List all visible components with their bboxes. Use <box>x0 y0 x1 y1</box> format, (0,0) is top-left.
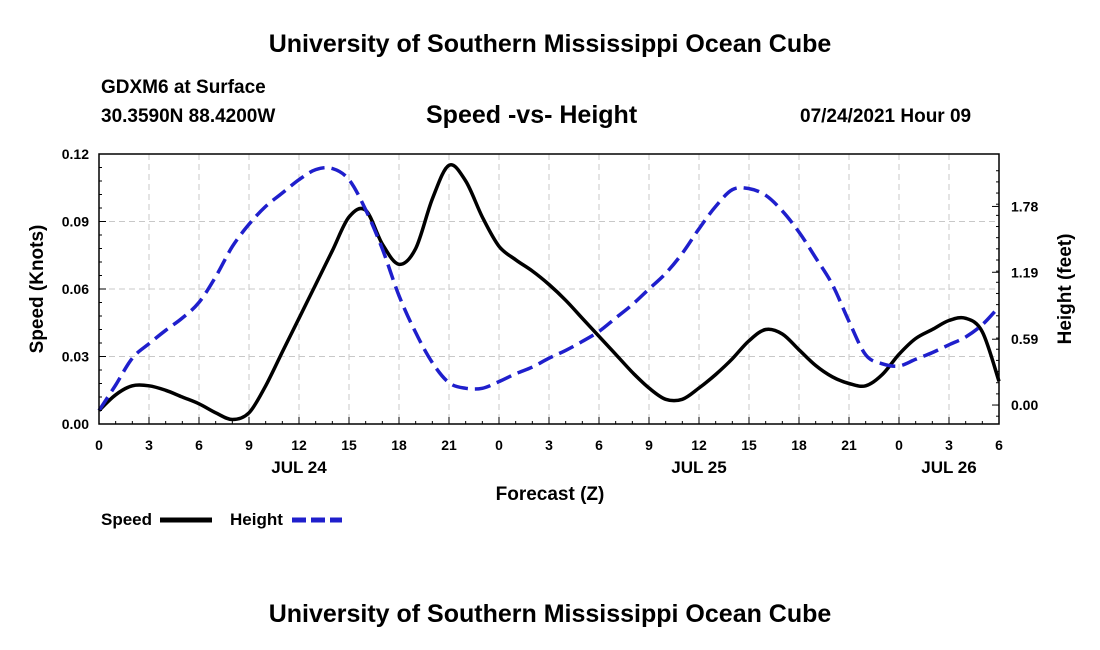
y-right-tick-label: 0.59 <box>1011 331 1038 347</box>
x-tick-label: 6 <box>195 437 203 453</box>
grid <box>99 154 999 424</box>
y-left-tick-label: 0.09 <box>62 214 89 230</box>
y-left-tick-label: 0.00 <box>62 416 89 432</box>
x-tick-label: 0 <box>495 437 503 453</box>
x-date-label: JUL 25 <box>671 458 726 477</box>
x-axis-label: Forecast (Z) <box>496 484 605 505</box>
x-tick-label: 21 <box>441 437 457 453</box>
chart-title: Speed -vs- Height <box>426 101 638 129</box>
x-tick-label: 9 <box>245 437 253 453</box>
x-tick-label: 3 <box>945 437 953 453</box>
x-tick-label: 15 <box>741 437 757 453</box>
x-tick-label: 9 <box>645 437 653 453</box>
footer-title: University of Southern Mississippi Ocean… <box>268 600 832 628</box>
y-axis-right-label: Height (feet) <box>1055 234 1076 345</box>
x-tick-label: 3 <box>545 437 553 453</box>
legend-speed-label: Speed <box>101 510 152 529</box>
y-right-tick-label: 0.00 <box>1011 397 1038 413</box>
x-tick-label: 0 <box>95 437 103 453</box>
y-axis-left-label: Speed (Knots) <box>27 225 48 354</box>
x-tick-label: 18 <box>791 437 807 453</box>
x-tick-label: 0 <box>895 437 903 453</box>
speed-series-line <box>97 163 1001 422</box>
legend-height-label: Height <box>230 510 283 529</box>
x-tick-label: 3 <box>145 437 153 453</box>
x-tick-label: 15 <box>341 437 357 453</box>
y-left-tick-label: 0.03 <box>62 349 89 365</box>
x-tick-label: 6 <box>995 437 1003 453</box>
x-date-label: JUL 26 <box>921 458 976 477</box>
x-date-label: JUL 24 <box>271 458 327 477</box>
axes: 0 3 6 9 12 15 18 21 0 3 6 9 12 15 18 21 0 3 6 JUL 24 JUL 25 J… <box>62 146 1039 477</box>
forecast-datetime: 07/24/2021 Hour 09 <box>800 106 972 127</box>
y-left-tick-label: 0.06 <box>62 281 89 297</box>
height-series-line <box>97 165 1001 412</box>
legend: Speed Height <box>101 510 342 529</box>
x-tick-label: 12 <box>691 437 707 453</box>
x-tick-label: 6 <box>595 437 603 453</box>
page-title: University of Southern Mississippi Ocean… <box>268 30 832 58</box>
x-tick-label: 18 <box>391 437 407 453</box>
station-name: GDXM6 at Surface <box>101 77 266 98</box>
series-layer <box>97 163 1001 422</box>
y-left-tick-label: 0.12 <box>62 146 89 162</box>
x-tick-label: 12 <box>291 437 307 453</box>
y-right-tick-label: 1.19 <box>1011 264 1038 280</box>
x-tick-label: 21 <box>841 437 857 453</box>
station-coordinates: 30.3590N 88.4200W <box>101 106 276 127</box>
y-right-tick-label: 1.78 <box>1011 198 1038 214</box>
